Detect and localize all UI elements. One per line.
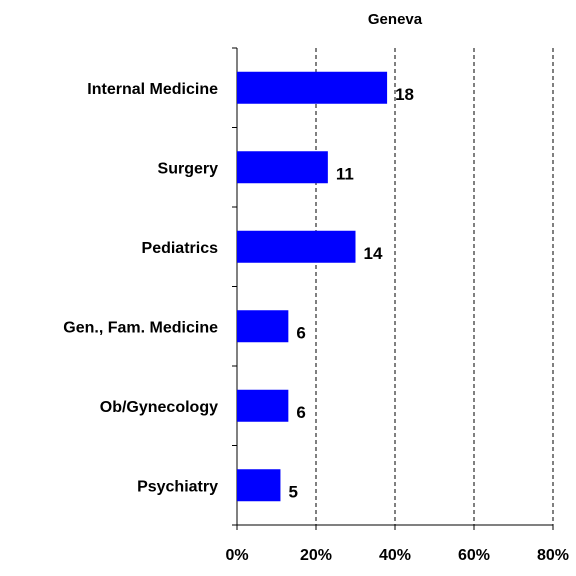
data-label: 18 <box>395 85 414 104</box>
data-label: 11 <box>336 165 354 184</box>
y-tick-label: Surgery <box>158 160 219 177</box>
bar <box>237 71 388 104</box>
x-tick-label: 40% <box>379 547 411 564</box>
y-tick-label: Ob/Gynecology <box>100 399 218 416</box>
y-tick-label: Gen., Fam. Medicine <box>63 319 218 336</box>
bar <box>237 310 289 343</box>
y-tick-label: Internal Medicine <box>87 81 218 98</box>
data-label: 6 <box>296 324 305 343</box>
y-tick-label: Pediatrics <box>142 240 219 257</box>
y-tick-label: Psychiatry <box>137 478 218 495</box>
chart-title: Geneva <box>368 11 423 28</box>
data-label: 14 <box>364 244 383 263</box>
x-tick-label: 80% <box>537 547 569 564</box>
bar <box>237 230 356 263</box>
data-label: 6 <box>296 403 305 422</box>
x-tick-label: 20% <box>300 547 332 564</box>
bar <box>237 151 328 184</box>
x-tick-label: 60% <box>458 547 490 564</box>
bar <box>237 469 281 502</box>
x-tick-label: 0% <box>225 547 248 564</box>
bar <box>237 389 289 422</box>
data-label: 5 <box>288 483 297 502</box>
